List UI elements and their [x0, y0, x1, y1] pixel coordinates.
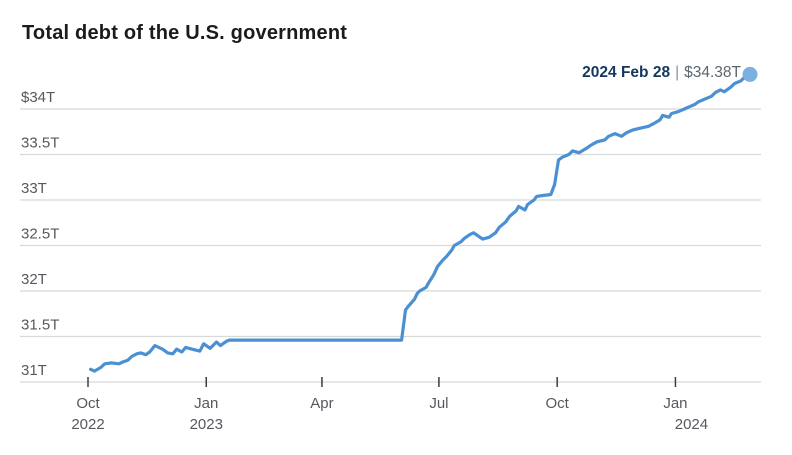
- y-axis-label: 33T: [21, 180, 47, 197]
- x-axis-ticks: [87, 377, 677, 387]
- debt-line-series: [88, 72, 752, 373]
- y-axis-label: $34T: [21, 89, 55, 106]
- x-axis-label: Oct: [546, 395, 570, 412]
- annotation-separator: |: [675, 64, 680, 81]
- latest-point-dot: [742, 66, 758, 82]
- x-axis-label: Jan 2024: [663, 395, 708, 433]
- x-axis-label: Jan 2023: [190, 395, 223, 433]
- latest-value-annotation: 2024 Feb 28 | $34.38T: [582, 64, 741, 82]
- gridlines: [20, 108, 761, 383]
- y-axis-label: 32.5T: [21, 226, 59, 243]
- x-axis-label: Jul: [429, 395, 448, 412]
- page-title: Total debt of the U.S. government: [22, 22, 348, 44]
- x-axis-label: Apr: [310, 395, 333, 412]
- x-axis-label: Oct 2022: [71, 395, 104, 433]
- y-axis-label: 31.5T: [21, 317, 59, 334]
- annotation-value: $34.38T: [684, 64, 741, 81]
- annotation-date: 2024 Feb 28: [582, 64, 671, 81]
- x-axis-labels: Oct 2022 Jan 2023 Apr Jul Oct Jan 2024: [71, 395, 708, 433]
- y-axis-label: 33.5T: [21, 135, 59, 152]
- y-axis-labels: $34T 33.5T 33T 32.5T 32T 31.5T 31T: [21, 89, 59, 379]
- y-axis-label: 32T: [21, 271, 47, 288]
- y-axis-label: 31T: [21, 362, 47, 379]
